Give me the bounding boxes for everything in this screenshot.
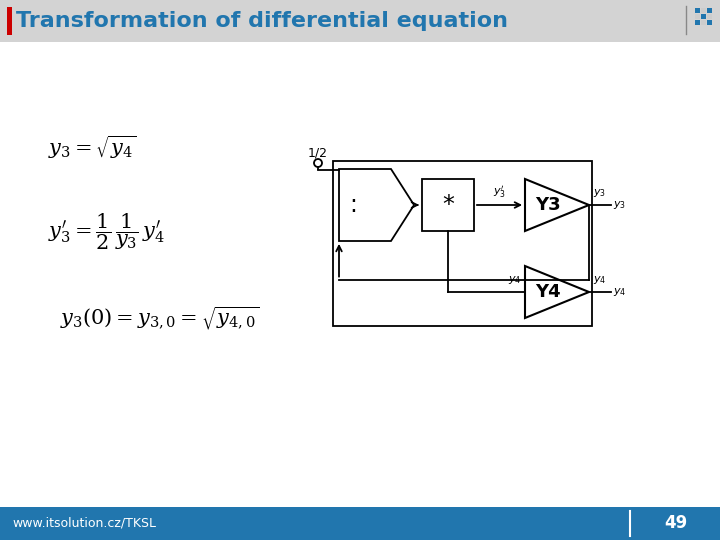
Polygon shape — [525, 179, 589, 231]
FancyBboxPatch shape — [0, 0, 720, 42]
FancyBboxPatch shape — [707, 20, 712, 25]
Text: *: * — [442, 193, 454, 217]
Text: Transformation of differential equation: Transformation of differential equation — [16, 11, 508, 31]
FancyBboxPatch shape — [695, 20, 700, 25]
FancyBboxPatch shape — [7, 7, 12, 35]
Text: $y_4$: $y_4$ — [508, 274, 521, 286]
Text: 49: 49 — [665, 515, 688, 532]
Text: $y_3$: $y_3$ — [593, 187, 606, 199]
FancyBboxPatch shape — [707, 8, 712, 13]
Text: 1/2: 1/2 — [308, 146, 328, 159]
Text: www.itsolution.cz/TKSL: www.itsolution.cz/TKSL — [12, 517, 156, 530]
Polygon shape — [525, 266, 589, 318]
Text: :: : — [349, 193, 357, 217]
Text: Y3: Y3 — [535, 196, 561, 214]
FancyBboxPatch shape — [707, 14, 712, 19]
Text: $y_3(0) = y_{3,0} = \sqrt{y_{4,0}}$: $y_3(0) = y_{3,0} = \sqrt{y_{4,0}}$ — [60, 305, 260, 332]
FancyBboxPatch shape — [0, 42, 720, 507]
FancyBboxPatch shape — [701, 14, 706, 19]
Text: $y_3' = \dfrac{1}{2}\,\dfrac{1}{y_3}\,y_4'$: $y_3' = \dfrac{1}{2}\,\dfrac{1}{y_3}\,y_… — [48, 212, 165, 252]
FancyBboxPatch shape — [695, 8, 700, 13]
Text: $y_3'$: $y_3'$ — [493, 184, 506, 200]
Text: Y4: Y4 — [535, 283, 561, 301]
Polygon shape — [339, 169, 414, 241]
Text: $y_3 = \sqrt{y_4}$: $y_3 = \sqrt{y_4}$ — [48, 133, 137, 161]
Text: $y_4$: $y_4$ — [593, 274, 606, 286]
Text: $y_3$: $y_3$ — [613, 199, 626, 211]
Circle shape — [314, 159, 322, 167]
Text: $y_4$: $y_4$ — [613, 286, 626, 298]
FancyBboxPatch shape — [701, 20, 706, 25]
FancyBboxPatch shape — [701, 8, 706, 13]
FancyBboxPatch shape — [0, 507, 720, 540]
FancyBboxPatch shape — [422, 179, 474, 231]
FancyBboxPatch shape — [695, 14, 700, 19]
